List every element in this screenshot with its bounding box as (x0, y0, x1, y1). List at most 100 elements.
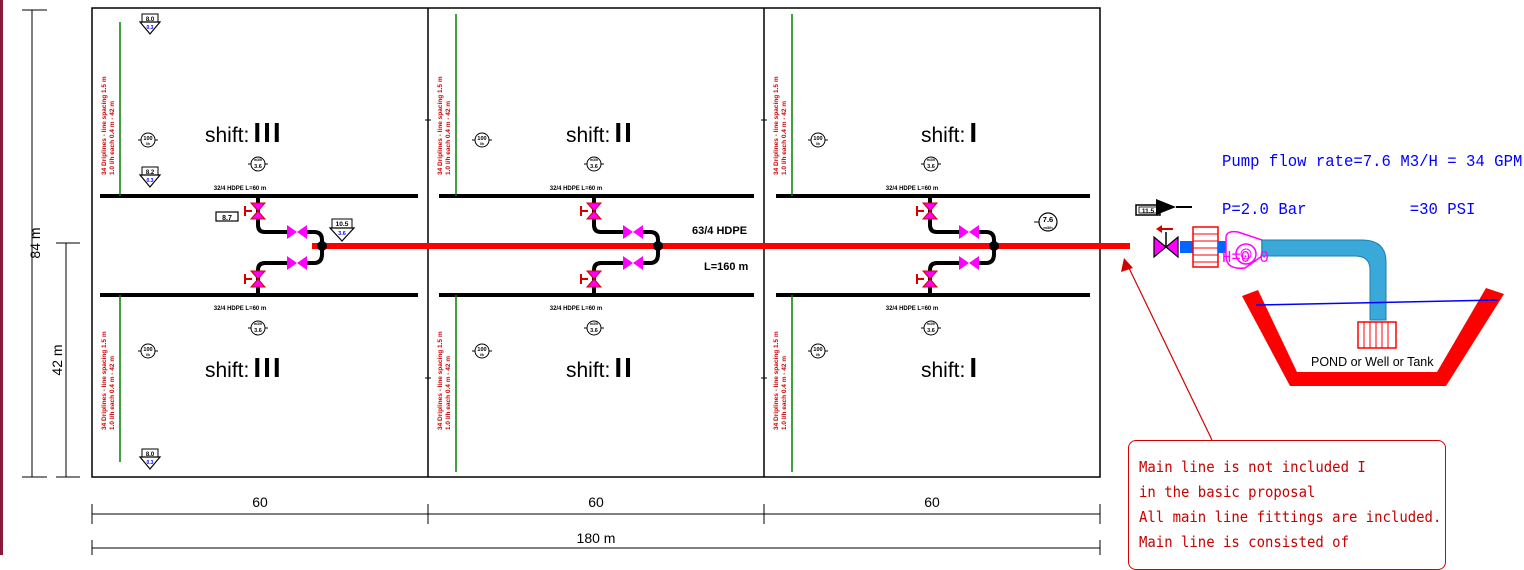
svg-text:0.3: 0.3 (147, 25, 154, 31)
valve-manifold-b1 (244, 196, 327, 295)
dripline-label-b3-top-b: 1.0 l/h each 0.4 m - 42 m (781, 101, 788, 175)
svg-text:100: 100 (143, 347, 152, 353)
svg-text:m3/h: m3/h (1043, 225, 1053, 230)
svg-text:8.7: 8.7 (222, 215, 232, 222)
svg-text:8.0: 8.0 (146, 17, 155, 23)
main-length-label: L=160 m (704, 261, 749, 273)
dimension-42m-label: 42 m (49, 344, 65, 375)
shift-label-b2-bottom: shift: II (566, 352, 634, 383)
dripline-label-b1-top-a: 34 Driplines - line spacing 1.5 m (101, 76, 108, 175)
dripline-label-b2-top-a: 34 Driplines - line spacing 1.5 m (437, 76, 444, 175)
svg-text:3.6: 3.6 (254, 328, 262, 334)
svg-text:3.6: 3.6 (927, 328, 935, 334)
svg-text:3.6: 3.6 (590, 328, 598, 334)
svg-text:m3/h: m3/h (927, 322, 935, 326)
field-border (91, 7, 1101, 478)
note-leader-arrowhead (1121, 258, 1133, 272)
dripline-label-b3-bot-a: 34 Driplines - line spacing 1.5 m (773, 331, 780, 430)
svg-text:100: 100 (477, 347, 486, 353)
svg-text:7.6: 7.6 (1043, 215, 1053, 224)
pump-info: Pump flow rate=7.6 M3/H = 34 GPM P=2.0 B… (1222, 123, 1522, 283)
pond-label: POND or Well or Tank (1311, 355, 1434, 369)
lateral-label-b1-bottom: 32/4 HDPE L=60 m (214, 306, 267, 312)
dimension-block-1: 60 (252, 494, 268, 510)
lateral-label-b3-top: 32/4 HDPE L=60 m (886, 186, 939, 192)
shift-label-b2-top: shift: II (566, 117, 634, 148)
shift-label-b3-top: shift: I (921, 117, 977, 148)
pressure-tag-top: 8.0 0.3 (138, 13, 162, 35)
submain-flow-b3-bottom: m3/h 3.6 (921, 320, 941, 336)
submain-flow-b3-top: m3/h 3.6 (921, 156, 941, 172)
svg-text:l/h: l/h (146, 353, 150, 357)
valve-manifold-b2 (580, 196, 663, 295)
dripline-label-b1-bot-a: 34 Driplines - line spacing 1.5 m (101, 331, 108, 430)
dripline-label-b1-bot-b: 1.0 l/h each 0.4 m - 42 m (109, 356, 116, 430)
dimension-60-row (91, 504, 1101, 524)
submain-flow-b1-bottom: m3/h 3.6 (248, 320, 268, 336)
dimension-84m (22, 9, 47, 478)
shift-label-b1-bottom: shift: III (205, 352, 283, 383)
pump-valve-icon (1153, 225, 1179, 259)
svg-text:l/h: l/h (816, 142, 820, 146)
dripline-label-b3-top-a: 34 Driplines - line spacing 1.5 m (773, 76, 780, 175)
lateral-label-b2-bottom: 32/4 HDPE L=60 m (550, 306, 603, 312)
pump-head: H=0.0 (1222, 249, 1269, 268)
lateral-label-b2-top: 32/4 HDPE L=60 m (550, 186, 603, 192)
svg-text:l/h: l/h (480, 142, 484, 146)
driplines (119, 14, 793, 472)
svg-text:100: 100 (813, 136, 822, 142)
submain-flow-b2-top: m3/h 3.6 (584, 156, 604, 172)
svg-text:3.6: 3.6 (590, 164, 598, 170)
main-flow-badge: 7.6 m3/h (1034, 212, 1058, 232)
svg-text:3.6: 3.6 (254, 164, 262, 170)
note-line-4: Main line is consisted of (1139, 533, 1349, 551)
dripline-label-b2-bot-b: 1.0 l/h each 0.4 m - 42 m (445, 356, 452, 430)
svg-text:100: 100 (143, 136, 152, 142)
svg-text:m3/h: m3/h (254, 322, 262, 326)
pond-icon (1242, 288, 1504, 386)
pump-screen-filter (1192, 226, 1219, 268)
lateral-pipes (100, 194, 1090, 297)
svg-text:l/h: l/h (146, 142, 150, 146)
pump-flow-rate: Pump flow rate=7.6 M3/H = 34 GPM (1222, 153, 1523, 172)
note-line-2: in the basic proposal (1139, 483, 1316, 501)
dripline-label-b2-bot-a: 34 Driplines - line spacing 1.5 m (437, 331, 444, 430)
dimension-block-3: 60 (924, 494, 940, 510)
svg-text:11.5: 11.5 (1142, 208, 1155, 215)
pump-pressure: P=2.0 Bar =30 PSI (1222, 201, 1476, 220)
lateral-label-b1-top: 32/4 HDPE L=60 m (214, 186, 267, 192)
dripline-label-b2-top-b: 1.0 l/h each 0.4 m - 42 m (445, 101, 452, 175)
main-pipe-label: 63/4 HDPE (692, 225, 747, 237)
note-line-1: Main line is not included I (1139, 458, 1366, 476)
dimension-42m (56, 242, 80, 478)
svg-text:3.6: 3.6 (338, 231, 346, 237)
submain-flow-b2-bottom: m3/h 3.6 (584, 320, 604, 336)
main-line-note: Main line is not included I in the basic… (1128, 440, 1446, 570)
suction-pipe (1261, 239, 1387, 321)
svg-text:8.0: 8.0 (146, 452, 155, 458)
note-leader-line (1127, 265, 1213, 441)
valve-pressure-tag: 8.7 (215, 211, 239, 222)
svg-text:l/h: l/h (816, 353, 820, 357)
dripline-label-b3-bot-b: 1.0 l/h each 0.4 m - 42 m (781, 356, 788, 430)
svg-text:3.6: 3.6 (927, 164, 935, 170)
divider-ticks (425, 119, 767, 379)
pump-coupling (1180, 241, 1194, 253)
svg-text:m3/h: m3/h (254, 158, 262, 162)
dripline-label-b1-top-b: 1.0 l/h each 0.4 m - 42 m (109, 101, 116, 175)
svg-text:m3/h: m3/h (590, 322, 598, 326)
svg-text:100: 100 (477, 136, 486, 142)
svg-text:0.3: 0.3 (147, 178, 154, 184)
main-pressure-tag: 10.5 3.6 (328, 218, 356, 242)
submain-flow-b1-top: m3/h 3.6 (248, 156, 268, 172)
dimension-block-2: 60 (588, 494, 604, 510)
frame-edge (0, 0, 3, 555)
svg-text:m3/h: m3/h (590, 158, 598, 162)
valve-manifold-b3 (916, 196, 999, 295)
